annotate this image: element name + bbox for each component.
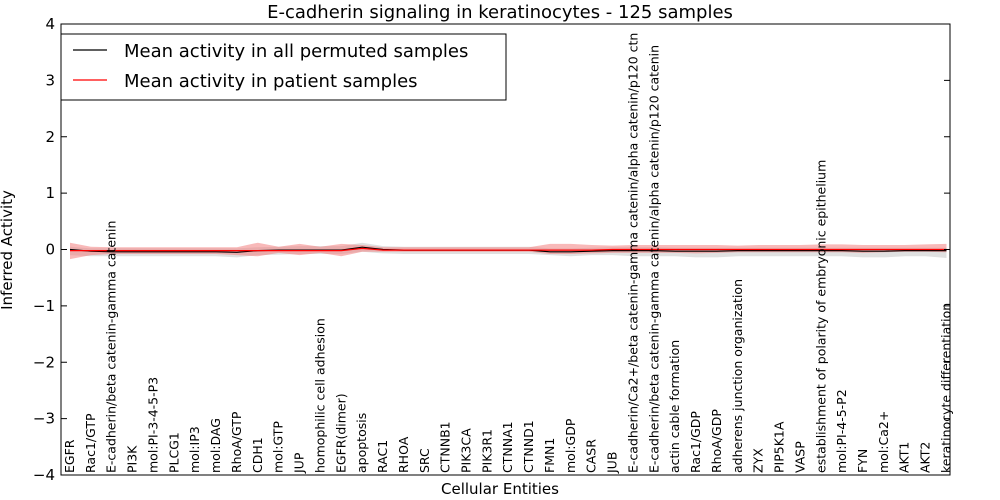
category-label: EGFR bbox=[62, 439, 77, 473]
category-label: mol:Ca2+ bbox=[876, 411, 891, 473]
category-label: SRC bbox=[417, 448, 432, 473]
category-label: mol:PI-3-4-5-P3 bbox=[146, 377, 161, 473]
category-label: apoptosis bbox=[354, 413, 369, 473]
y-tick-label: 1 bbox=[45, 184, 55, 202]
y-tick-label: 3 bbox=[45, 71, 55, 89]
category-label: JUP bbox=[292, 452, 307, 474]
category-label: RHOA bbox=[396, 436, 411, 473]
category-label: mol:DAG bbox=[208, 418, 223, 473]
category-label: EGFR(dimer) bbox=[333, 393, 348, 473]
category-label: RAC1 bbox=[375, 440, 390, 473]
category-label: Rac1/GDP bbox=[688, 411, 703, 473]
category-label: mol:IP3 bbox=[187, 426, 202, 473]
category-label: AKT1 bbox=[897, 442, 912, 473]
category-label: adherens junction organization bbox=[730, 279, 745, 473]
category-label: FMN1 bbox=[542, 438, 557, 473]
category-label: homophilic cell adhesion bbox=[312, 318, 327, 473]
category-label: CTNNB1 bbox=[438, 421, 453, 473]
y-axis: −4 −3 −2 −1 0 1 2 3 4 bbox=[33, 15, 950, 484]
category-label: PIK3CA bbox=[459, 428, 474, 473]
line-patient bbox=[70, 247, 947, 252]
legend-label-patient: Mean activity in patient samples bbox=[124, 71, 418, 92]
category-label: actin cable formation bbox=[667, 340, 682, 473]
category-label: mol:GTP bbox=[271, 421, 286, 473]
band-patient bbox=[70, 242, 947, 260]
legend-box bbox=[60, 33, 507, 101]
x-axis-label: Cellular Entities bbox=[441, 480, 559, 498]
category-label: VASP bbox=[792, 441, 807, 473]
category-label: CTNND1 bbox=[521, 420, 536, 473]
category-label: E-cadherin/beta catenin-gamma catenin bbox=[104, 221, 119, 473]
category-label: E-cadherin/beta catenin-gamma catenin/al… bbox=[646, 45, 661, 473]
category-label: FYN bbox=[855, 449, 870, 473]
y-axis-label: Inferred Activity bbox=[0, 190, 16, 310]
chart-title: E-cadherin signaling in keratinocytes - … bbox=[267, 2, 733, 23]
y-tick-label: −1 bbox=[33, 297, 55, 315]
category-label: AKT2 bbox=[918, 442, 933, 473]
category-label: mol:PI-4-5-P2 bbox=[834, 389, 849, 473]
y-tick-label: 0 bbox=[45, 241, 55, 259]
legend: Mean activity in all permuted samples Me… bbox=[60, 33, 507, 101]
y-tick-label: 2 bbox=[45, 128, 55, 146]
category-label: establishment of polarity of embryonic e… bbox=[813, 160, 828, 473]
category-label: CASR bbox=[584, 439, 599, 473]
y-tick-label: −3 bbox=[33, 410, 55, 428]
category-label: mol:GDP bbox=[563, 418, 578, 473]
category-label: keratinocyte differentiation bbox=[939, 303, 954, 473]
legend-label-permuted: Mean activity in all permuted samples bbox=[124, 41, 468, 62]
category-label: JUB bbox=[605, 452, 620, 474]
category-label: PLCG1 bbox=[166, 432, 181, 473]
category-label: PIK3R1 bbox=[479, 429, 494, 473]
category-label: RhoA/GTP bbox=[229, 411, 244, 473]
category-labels: EGFR Rac1/GTP E-cadherin/beta catenin-gamm… bbox=[62, 33, 954, 474]
y-tick-label: −4 bbox=[33, 466, 55, 484]
plot-frame bbox=[60, 23, 951, 476]
category-label: CDH1 bbox=[250, 437, 265, 473]
category-label: Rac1/GTP bbox=[83, 413, 98, 473]
category-label: ZYX bbox=[751, 448, 766, 473]
category-label: PIP5K1A bbox=[772, 421, 787, 473]
y-tick-label: −2 bbox=[33, 353, 55, 371]
category-label: RhoA/GDP bbox=[709, 409, 724, 473]
y-tick-label: 4 bbox=[45, 15, 55, 33]
category-label: CTNNA1 bbox=[500, 421, 515, 473]
category-label: PI3K bbox=[125, 445, 140, 473]
series-lines bbox=[69, 246, 947, 253]
category-label: E-cadherin/Ca2+/beta catenin-gamma caten… bbox=[626, 33, 641, 473]
